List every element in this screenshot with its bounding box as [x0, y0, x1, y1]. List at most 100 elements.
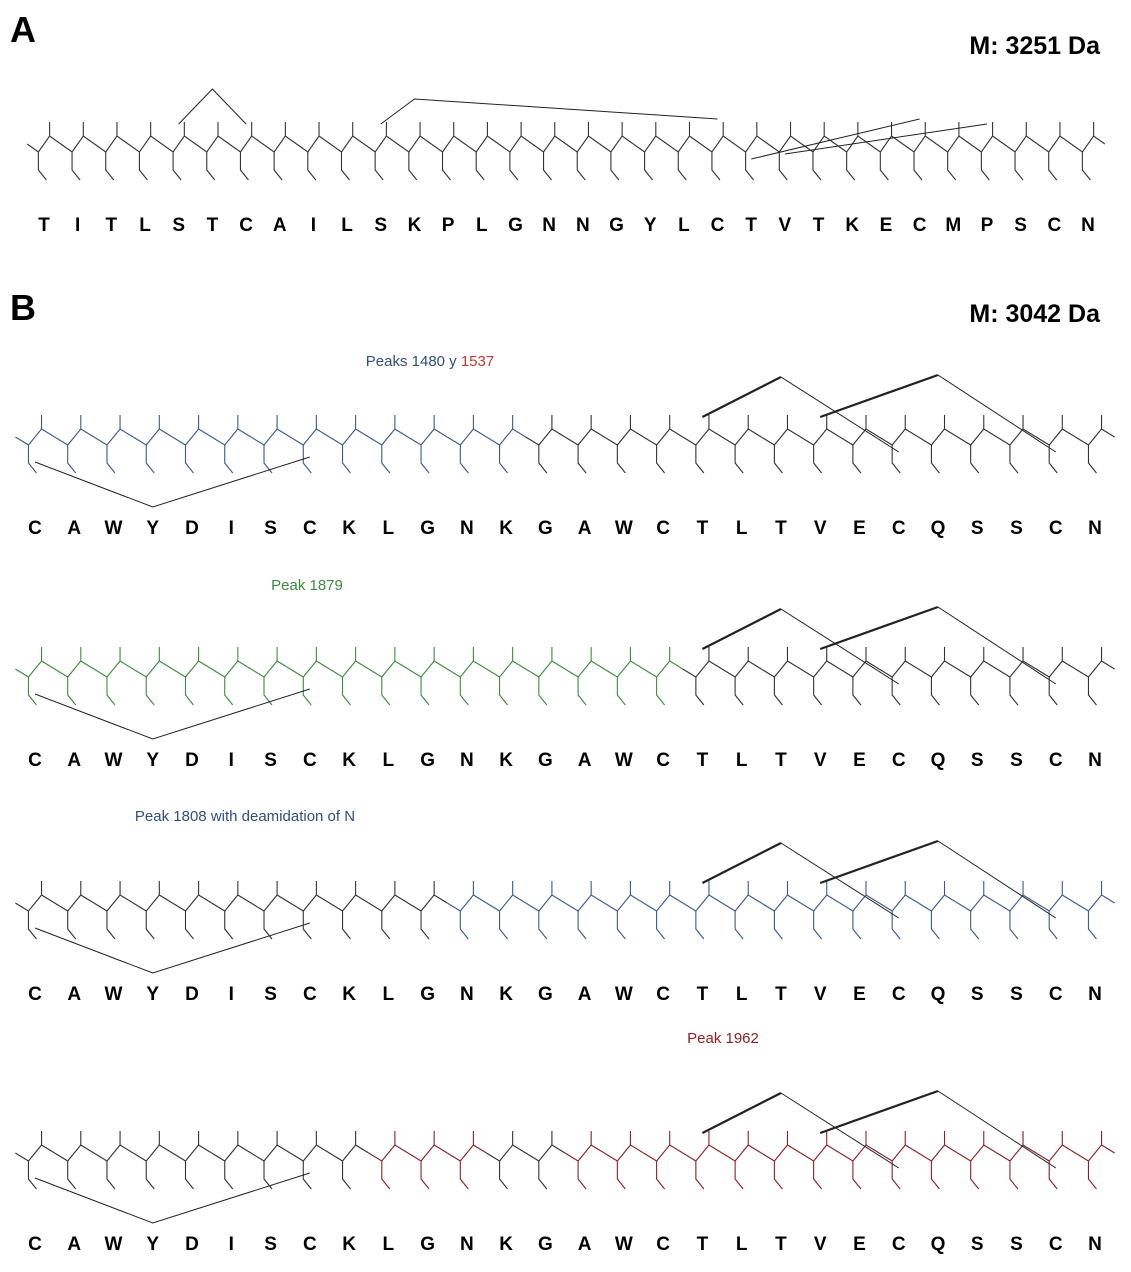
side-chain [1088, 445, 1096, 473]
backbone [369, 1145, 408, 1161]
residue-letter: W [615, 750, 633, 771]
side-chain [814, 911, 822, 939]
side-chain [971, 1161, 979, 1189]
side-chain [611, 152, 619, 180]
side-chain [185, 911, 193, 939]
residue-letter: S [1010, 984, 1023, 1005]
side-chain [382, 911, 390, 939]
side-chain [931, 677, 939, 705]
side-chain [382, 677, 390, 705]
backbone [447, 895, 486, 911]
residue-letter: C [892, 984, 906, 1005]
backbone [55, 661, 94, 677]
residue-letter: G [538, 518, 553, 539]
side-chain [460, 1161, 468, 1189]
backbone [879, 895, 918, 911]
residue-letter: D [185, 750, 199, 771]
disulfide-bridge [35, 923, 310, 973]
residue-letter: W [105, 518, 123, 539]
residue-letter: S [971, 518, 984, 539]
disulfide-bridge [820, 1091, 938, 1133]
residue-letter: L [736, 750, 748, 771]
residue-letter: K [499, 1234, 513, 1255]
backbone [196, 136, 230, 152]
disulfide-bridge [702, 377, 781, 417]
residue-letter: Q [931, 750, 946, 771]
residue-letter: S [1010, 750, 1023, 771]
backbone [1075, 1145, 1114, 1161]
backbone [55, 1145, 94, 1161]
disulfide-bridge [938, 375, 1056, 452]
side-chain [1049, 1161, 1057, 1189]
side-chain [779, 152, 787, 180]
side-chain [240, 152, 248, 180]
side-chain [68, 911, 76, 939]
mass-label: M: 3042 Da [969, 300, 1101, 328]
residue-letter: T [745, 215, 757, 236]
residue-letter: G [420, 518, 435, 539]
side-chain [460, 445, 468, 473]
side-chain [1049, 152, 1057, 180]
side-chain [1049, 911, 1057, 939]
disulfide-bridge [938, 1091, 1056, 1168]
residue-letter: E [853, 1234, 866, 1255]
backbone [801, 661, 840, 677]
backbone [644, 429, 683, 445]
side-chain [971, 445, 979, 473]
residue-letter: W [105, 750, 123, 771]
residue-letter: S [1010, 518, 1023, 539]
side-chain [68, 1161, 76, 1189]
residue-letter: A [67, 518, 81, 539]
panel-label: A [10, 9, 36, 50]
side-chain [931, 911, 939, 939]
backbone [1071, 136, 1105, 152]
side-chain [185, 1161, 193, 1189]
disulfide-bridge [820, 841, 938, 883]
residue-letter: N [542, 215, 556, 236]
side-chain [1010, 1161, 1018, 1189]
residue-letter: A [578, 1234, 592, 1255]
backbone [15, 895, 54, 911]
backbone [997, 429, 1036, 445]
side-chain [343, 445, 351, 473]
side-chain [343, 677, 351, 705]
side-chain [225, 1161, 233, 1189]
backbone [801, 429, 840, 445]
backbone [840, 1145, 879, 1161]
backbone [27, 136, 61, 152]
side-chain [1010, 677, 1018, 705]
side-chain [853, 677, 861, 705]
residue-letter: C [913, 215, 927, 236]
backbone [290, 1145, 329, 1161]
backbone [722, 895, 761, 911]
residue-letter: C [1047, 215, 1061, 236]
disulfide-bridge [938, 607, 1056, 684]
backbone [330, 136, 364, 152]
residue-letter: K [342, 750, 356, 771]
backbone [329, 1145, 368, 1161]
backbone [970, 136, 1004, 152]
residue-letter: E [880, 215, 893, 236]
backbone [761, 429, 800, 445]
backbone [532, 136, 566, 152]
residue-letter: S [1010, 1234, 1023, 1255]
caption-part: Peaks 1480 y [366, 353, 461, 370]
side-chain [1010, 911, 1018, 939]
peak-caption: Peak 1962 [687, 1030, 759, 1047]
residue-letter: S [264, 518, 277, 539]
panel-label: B [10, 287, 36, 328]
residue-letter: N [460, 750, 474, 771]
backbone [364, 136, 398, 152]
side-chain [500, 445, 508, 473]
residue-letter: L [383, 1234, 395, 1255]
residue-letter: S [172, 215, 185, 236]
side-chain [341, 152, 349, 180]
backbone [683, 429, 722, 445]
caption-part: Peak 1808 with deamidation of N [135, 808, 355, 825]
backbone [251, 1145, 290, 1161]
residue-letter: C [1049, 1234, 1063, 1255]
backbone [768, 136, 802, 152]
backbone [879, 1145, 918, 1161]
peak-caption: Peaks 1480 y 1537 [366, 353, 494, 370]
backbone [918, 661, 957, 677]
